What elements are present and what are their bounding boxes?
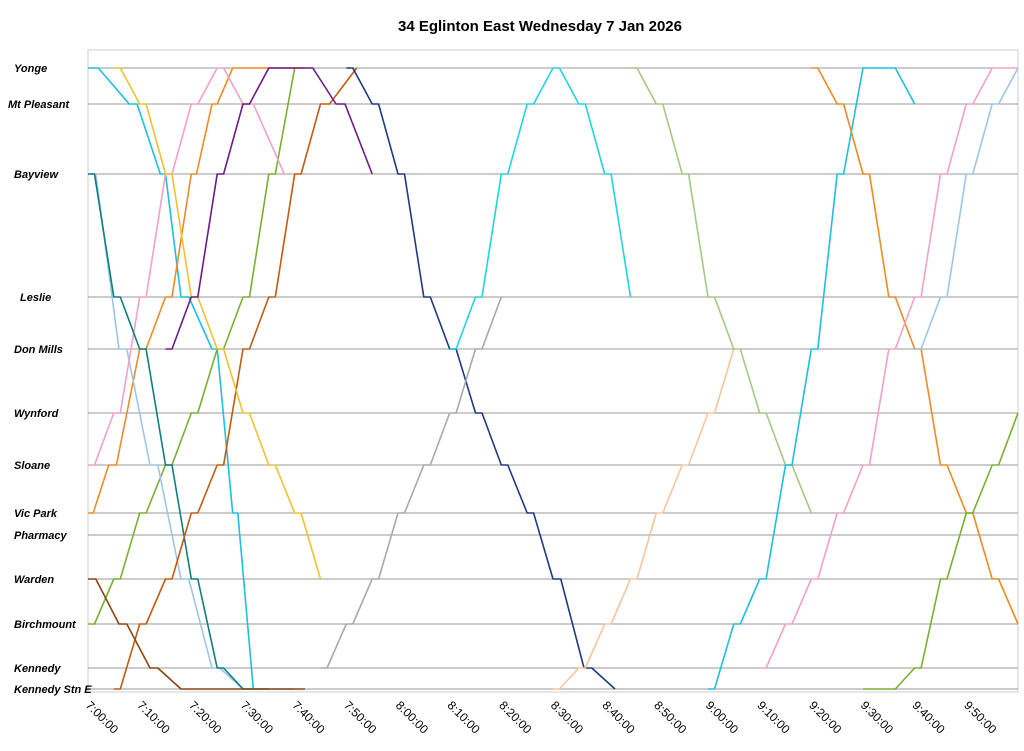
x-tick-label: 9:00:00 — [703, 698, 741, 736]
x-tick-label: 8:40:00 — [600, 698, 638, 736]
trip-line — [88, 67, 305, 514]
trip-line — [88, 173, 269, 690]
trip-line — [863, 412, 1019, 690]
trip-line — [88, 67, 255, 690]
trip-line — [811, 67, 1019, 625]
x-tick-label: 7:00:00 — [83, 698, 121, 736]
x-tick-label: 8:20:00 — [496, 698, 534, 736]
trip-line — [113, 67, 322, 580]
stop-label: Kennedy — [14, 663, 61, 675]
x-tick-label: 9:20:00 — [806, 698, 844, 736]
x-tick-label: 8:10:00 — [445, 698, 483, 736]
stop-label: Leslie — [20, 292, 51, 304]
x-tick-label: 7:10:00 — [135, 698, 173, 736]
x-tick-label: 7:20:00 — [186, 698, 224, 736]
x-tick-label: 9:10:00 — [755, 698, 793, 736]
trip-line — [88, 67, 296, 625]
stop-labels: Yonge Mt Pleasant Bayview Leslie Don Mills Wy… — [8, 63, 92, 696]
x-tick-label: 9:50:00 — [961, 698, 999, 736]
stop-label: Vic Park — [14, 508, 58, 520]
trip-line — [630, 67, 813, 514]
stop-label: Don Mills — [14, 344, 63, 356]
stop-label: Pharmacy — [14, 530, 67, 542]
x-tick-label: 7:40:00 — [290, 698, 328, 736]
trip-line — [165, 67, 373, 350]
trip-line — [708, 67, 916, 690]
stop-label: Birchmount — [14, 619, 77, 631]
stop-label: Warden — [14, 574, 54, 586]
trip-line — [88, 173, 295, 690]
x-tick-label: 7:50:00 — [341, 698, 379, 736]
trip-line — [113, 67, 358, 690]
x-tick-label: 8:30:00 — [548, 698, 586, 736]
trip-line — [914, 67, 1019, 350]
stop-label: Kennedy Stn E — [14, 684, 92, 696]
stop-label: Mt Pleasant — [8, 99, 70, 111]
trip-line — [449, 67, 632, 350]
plot-frame — [87, 49, 1019, 693]
x-tick-label: 9:40:00 — [910, 698, 948, 736]
stop-label: Wynford — [14, 408, 59, 420]
grid-layer — [87, 49, 1019, 693]
chart-title: 34 Eglinton East Wednesday 7 Jan 2026 — [398, 18, 682, 35]
stop-label: Bayview — [14, 169, 59, 181]
trip-line — [88, 578, 305, 690]
trip-line — [346, 67, 616, 690]
stop-label: Yonge — [14, 63, 47, 75]
x-tick-label: 7:30:00 — [238, 698, 276, 736]
trip-line — [759, 67, 1018, 669]
trip-line — [320, 296, 503, 669]
series-layer — [88, 67, 1019, 690]
x-tick-label: 8:50:00 — [651, 698, 689, 736]
x-tick-label: 9:30:00 — [858, 698, 896, 736]
x-tick-label: 8:00:00 — [393, 698, 431, 736]
trip-line — [553, 348, 735, 690]
x-tick-labels: 7:00:00 7:10:00 7:20:00 7:30:00 7:40:00 7:50:… — [83, 698, 1000, 736]
stop-label: Sloane — [14, 460, 50, 472]
